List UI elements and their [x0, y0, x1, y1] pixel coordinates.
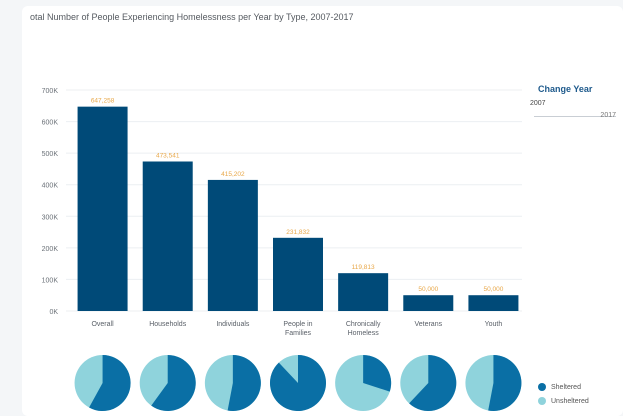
slider-max-label: 2017 [600, 112, 616, 119]
x-tick-label: Veterans [414, 321, 442, 328]
bar-value-label: 50,000 [483, 286, 503, 293]
bar [77, 106, 128, 312]
legend: Sheltered Unsheltered [538, 380, 589, 408]
slider-min-label: 2007 [530, 100, 546, 107]
y-tick-label: 0K [49, 309, 58, 316]
legend-swatch-unsheltered [538, 397, 546, 405]
x-tick-label: Chronically [346, 321, 381, 328]
legend-label-sheltered: Sheltered [551, 383, 581, 391]
y-tick-label: 600K [42, 120, 59, 127]
bar-value-label: 50,000 [418, 286, 438, 293]
y-tick-label: 100K [42, 277, 59, 284]
y-tick-label: 500K [42, 151, 59, 158]
y-tick-label: 400K [42, 183, 59, 190]
chart-title: otal Number of People Experiencing Homel… [30, 12, 354, 22]
y-tick-label: 200K [42, 246, 59, 253]
change-year-label: Change Year [538, 84, 593, 94]
x-tick-label: Individuals [216, 321, 250, 328]
x-tick-label: Youth [485, 321, 503, 328]
pie-slice-sheltered [363, 355, 392, 392]
pie-slice-sheltered [270, 355, 326, 411]
x-tick-label: Households [149, 321, 186, 328]
x-tick-label: Homeless [348, 330, 380, 337]
bar-value-label: 647,258 [91, 98, 115, 105]
x-tick-label: Overall [91, 321, 114, 328]
pie-slice-sheltered [488, 355, 522, 411]
legend-label-unsheltered: Unsheltered [551, 397, 589, 405]
bar [338, 273, 389, 311]
y-tick-label: 700K [42, 88, 59, 95]
bar [142, 161, 193, 311]
x-tick-label: Families [285, 330, 312, 337]
legend-swatch-sheltered [538, 383, 546, 391]
bar [468, 295, 519, 311]
x-tick-label: People in [283, 321, 312, 328]
slider-track[interactable] [534, 116, 616, 117]
year-slider[interactable]: 2007 2017 [530, 100, 620, 120]
bar [273, 237, 323, 311]
bar [207, 179, 258, 311]
bar-value-label: 119,813 [352, 264, 375, 271]
bar-value-label: 231,832 [286, 229, 310, 236]
bar-value-label: 473,541 [156, 152, 180, 159]
pie-slice-sheltered [227, 355, 261, 411]
legend-item-sheltered: Sheltered [538, 380, 589, 394]
pie-slice-sheltered [151, 355, 196, 411]
pie-slice-sheltered [89, 355, 131, 411]
legend-item-unsheltered: Unsheltered [538, 394, 589, 408]
pie-slice-sheltered [409, 355, 457, 411]
y-tick-label: 300K [42, 214, 59, 221]
bar [403, 295, 454, 311]
bar-value-label: 415,202 [221, 171, 245, 178]
